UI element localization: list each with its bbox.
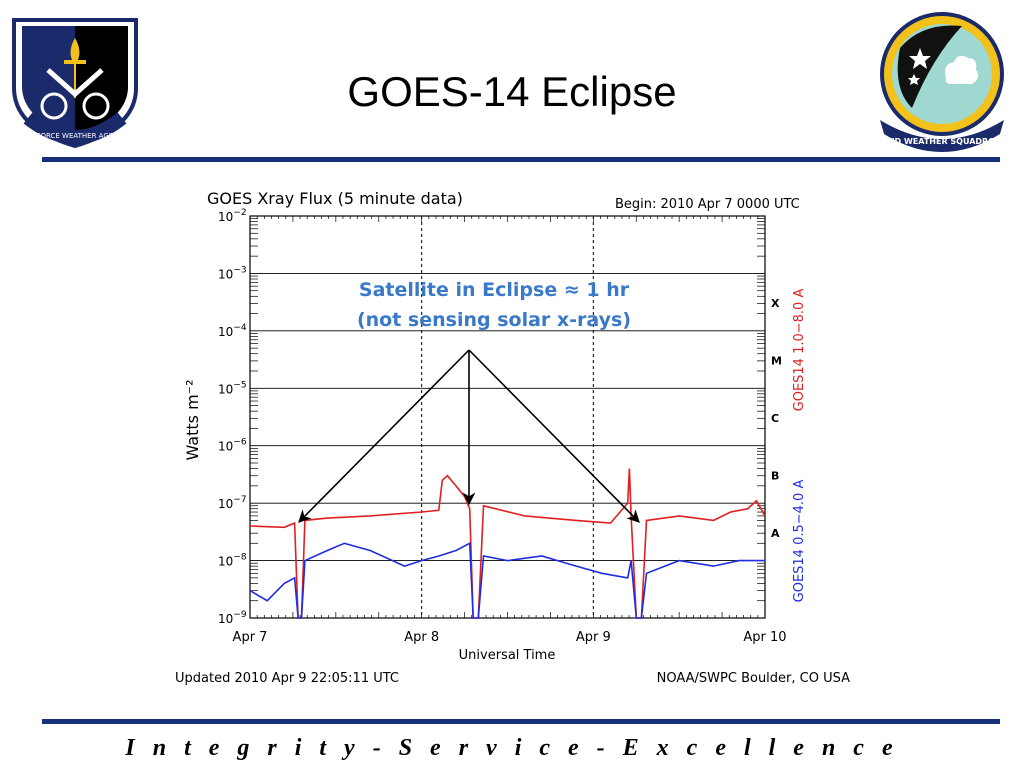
x-axis-label: Universal Time	[459, 648, 556, 663]
updated-label: Updated 2010 Apr 9 22:05:11 UTC	[175, 671, 399, 686]
wxs-night-sky	[897, 25, 962, 108]
chart-begin-label: Begin: 2010 Apr 7 0000 UTC	[615, 197, 800, 212]
wxs-scroll-text: 2ND WEATHER SQUADRON	[882, 137, 1001, 146]
series-line-0	[249, 468, 766, 619]
slide-footer-motto: I n t e g r i t y - S e r v i c e - E x …	[125, 735, 899, 761]
eclipse-arrow	[298, 349, 470, 523]
bottom-divider	[42, 719, 1000, 724]
star-icon-small	[908, 74, 920, 85]
eclipse-arrows	[298, 349, 640, 523]
fleur-de-lis-icon	[64, 38, 86, 98]
top-divider	[42, 157, 1000, 162]
y-tick-label: 10−8	[218, 553, 247, 569]
afwa-scroll-text: AIR FORCE WEATHER AGENCY	[23, 132, 129, 140]
chart-title: GOES Xray Flux (5 minute data)	[207, 189, 463, 208]
y-axis-label: Watts m⁻²	[183, 379, 202, 460]
y-tick-label: 10−3	[218, 265, 247, 281]
lightning-ring-right-icon	[82, 92, 110, 120]
plot-series	[249, 468, 766, 619]
flare-class-label: C	[771, 412, 779, 425]
flare-class-label: B	[771, 469, 779, 482]
x-tick-label: Apr 10	[743, 630, 786, 645]
y-tick-label: 10−9	[218, 610, 247, 626]
eclipse-arrow	[468, 349, 640, 523]
x-tick-label: Apr 7	[233, 630, 268, 645]
credit-label: NOAA/SWPC Boulder, CO USA	[657, 671, 850, 686]
plot-frame	[249, 215, 766, 619]
star-icon	[909, 48, 931, 69]
slide-title: GOES-14 Eclipse	[347, 68, 677, 115]
annotation-line-1: Satellite in Eclipse ≈ 1 hr	[359, 279, 630, 301]
afwa-fork-icon	[46, 68, 104, 98]
y-tick-label: 10−7	[218, 495, 247, 511]
y-tick-label: 10−2	[218, 208, 247, 224]
flare-class-label: A	[771, 527, 780, 540]
legend-series-long: GOES14 1.0−8.0 A	[792, 289, 807, 412]
afwa-shield-dark-half	[75, 26, 128, 136]
y-tick-labels: 10−2 10−3 10−4 10−5 10−6 10−7 10−8 10−9	[218, 208, 247, 626]
plot-grid	[250, 216, 765, 618]
y-tick-label: 10−6	[218, 438, 247, 454]
flare-class-label: M	[771, 355, 782, 368]
lightning-ring-left-icon	[40, 92, 68, 120]
legend-series-short: GOES14 0.5−4.0 A	[792, 480, 807, 603]
2nd-weather-squadron-logo: 2ND WEATHER SQUADRON	[880, 12, 1004, 152]
air-force-weather-agency-logo: AIR FORCE WEATHER AGENCY	[12, 18, 138, 149]
y-tick-label: 10−5	[218, 380, 247, 396]
x-tick-labels: Apr 7 Apr 8 Apr 9 Apr 10	[233, 630, 787, 645]
cloud-icon	[945, 55, 979, 84]
afwa-scroll	[23, 112, 127, 144]
x-tick-label: Apr 8	[404, 630, 439, 645]
wxs-scroll	[880, 120, 1004, 152]
annotation-line-2: (not sensing solar x-rays)	[357, 309, 631, 331]
flare-class-labels: X M C B A	[771, 297, 782, 540]
y-tick-label: 10−4	[218, 323, 247, 339]
series-line-1	[249, 542, 765, 619]
flare-class-label: X	[771, 297, 780, 310]
x-tick-label: Apr 9	[576, 630, 611, 645]
